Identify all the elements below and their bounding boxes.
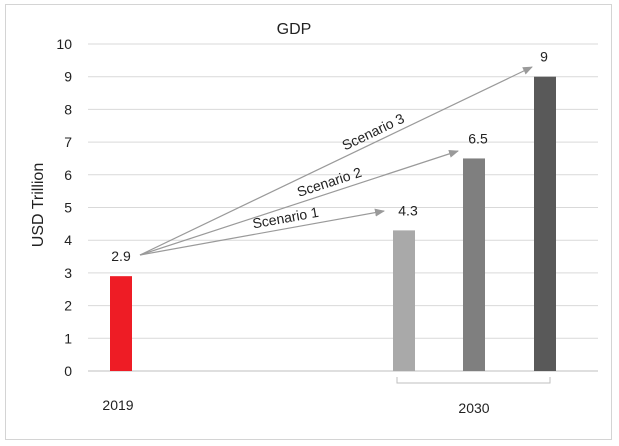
- bars: [110, 77, 556, 371]
- y-tick-label: 10: [56, 36, 72, 52]
- y-tick-label: 0: [64, 363, 72, 379]
- gridlines: [88, 44, 598, 371]
- x-axis-groups: 2019 2030: [102, 397, 489, 416]
- bar: [463, 158, 485, 371]
- y-tick-label: 2: [64, 298, 72, 314]
- y-tick-label: 4: [64, 232, 72, 248]
- y-axis-label: USD Trillion: [30, 163, 47, 247]
- y-tick-label: 5: [64, 200, 72, 216]
- y-axis-ticks: 0 1 2 3 4 5 6 7 8 9 10: [56, 36, 72, 379]
- bar: [534, 77, 556, 371]
- x-group-label: 2030: [458, 400, 489, 416]
- y-tick-label: 7: [64, 134, 72, 150]
- data-label: 4.3: [398, 202, 418, 218]
- y-tick-label: 8: [64, 101, 72, 117]
- bracket-line: [397, 377, 550, 383]
- chart-title: GDP: [277, 21, 312, 38]
- y-tick-label: 3: [64, 265, 72, 281]
- bar: [393, 230, 415, 371]
- scenario-label: Scenario 2: [295, 164, 364, 200]
- data-label: 9: [540, 49, 548, 65]
- y-tick-label: 1: [64, 330, 72, 346]
- data-label: 6.5: [468, 130, 488, 146]
- x-group-label: 2019: [102, 397, 133, 413]
- bar: [110, 276, 132, 371]
- group-bracket: [397, 377, 550, 383]
- y-tick-label: 6: [64, 167, 72, 183]
- y-tick-label: 9: [64, 69, 72, 85]
- data-label: 2.9: [111, 248, 131, 264]
